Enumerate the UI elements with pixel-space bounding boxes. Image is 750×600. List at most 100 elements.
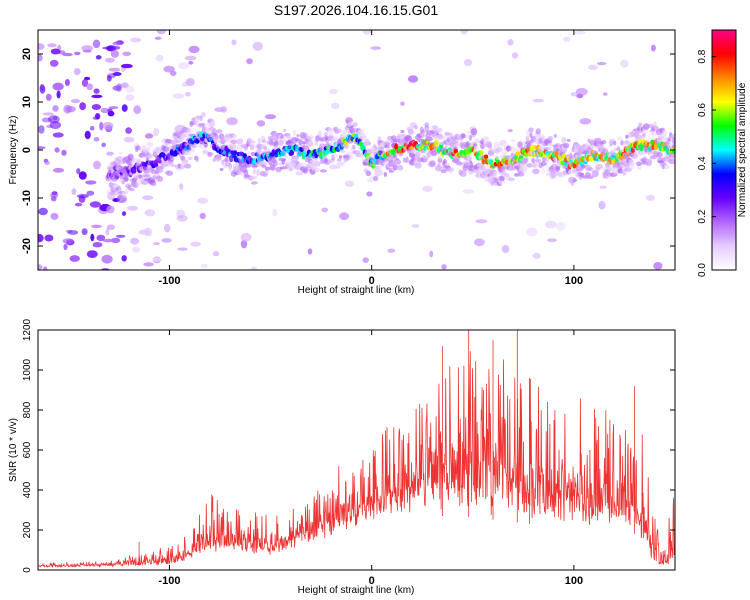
spectrogram-cell xyxy=(190,241,201,247)
spectrogram-cell xyxy=(157,165,165,170)
spectrogram-cell xyxy=(499,139,507,147)
spectrogram-cell xyxy=(330,102,340,109)
spectrogram-cell xyxy=(52,105,59,112)
spectrogram-cell xyxy=(631,130,635,138)
spectrogram-cell xyxy=(110,237,121,243)
spectrogram-cell xyxy=(593,160,600,164)
spectrogram-cell xyxy=(323,132,329,136)
spectrogram-cell xyxy=(177,163,181,169)
spectrogram-cell xyxy=(473,145,480,153)
spectrogram-cell xyxy=(107,189,111,197)
spectrogram-cell xyxy=(62,238,74,245)
spectrogram-cell xyxy=(595,163,603,170)
spectrogram-cell xyxy=(197,197,209,204)
colorbar-tick-label: 0.2 xyxy=(697,209,708,223)
spectrogram-cell xyxy=(671,144,675,149)
spectrogram-cell xyxy=(642,123,650,130)
spectrogram-cell xyxy=(52,82,64,91)
spectrogram-cell xyxy=(664,164,670,169)
spectrogram-cell xyxy=(112,46,121,50)
spectrogram-cell xyxy=(130,237,140,245)
spectrogram-cell xyxy=(86,190,95,196)
spectrogram-cell xyxy=(89,126,95,131)
spectrogram-cell xyxy=(178,62,190,70)
spectrogram-cell xyxy=(78,171,87,180)
spectrogram-cell xyxy=(156,30,167,35)
spectrogram-cell xyxy=(74,202,83,207)
spectrogram-cell xyxy=(314,167,321,173)
spectrogram-cell xyxy=(396,164,404,171)
spectrogram-cell xyxy=(169,70,177,76)
spectrogram-cell xyxy=(104,57,115,63)
spectrogram-cell xyxy=(360,135,368,140)
spectrogram-cell xyxy=(379,170,384,176)
spectrogram-cell xyxy=(642,156,648,162)
spectrogram-cell xyxy=(149,153,154,158)
spectrogram-cell xyxy=(645,194,656,201)
spectrogram-cell xyxy=(613,140,617,146)
spectrogram-cell xyxy=(370,46,382,50)
spectrogram-cell xyxy=(482,136,490,142)
spectrogram-cell xyxy=(470,161,474,169)
spectrogram-cell xyxy=(100,107,110,114)
spectrogram-cell xyxy=(463,59,473,66)
spectrogram-cell xyxy=(102,46,114,50)
spectrogram-cell xyxy=(153,127,160,137)
spectrogram-cell xyxy=(135,181,141,186)
spectrogram-cell xyxy=(650,44,656,52)
spectrogram-cell xyxy=(603,92,608,96)
y-tick-label: 400 xyxy=(22,481,33,498)
spectrogram-cell xyxy=(652,121,657,128)
spectrogram-cell xyxy=(264,170,269,177)
spectrogram-cell xyxy=(572,178,578,183)
spectrogram-cell xyxy=(150,182,157,187)
spectrogram-cell xyxy=(384,142,391,146)
spectrogram-cell xyxy=(601,140,607,145)
spectrogram-cell xyxy=(620,140,624,146)
spectrogram-cell xyxy=(492,172,497,177)
spectrogram-cell xyxy=(620,59,629,68)
spectrogram-cell xyxy=(524,157,529,162)
spectrogram-cell xyxy=(428,135,433,142)
spectrogram-cell xyxy=(493,141,501,148)
spectrogram-cell xyxy=(400,129,405,134)
spectrogram-cell xyxy=(422,185,433,192)
spectrogram-cell xyxy=(332,165,337,169)
spectrogram-cell xyxy=(125,94,135,101)
spectrogram-cell xyxy=(194,119,201,126)
spectrogram-cell xyxy=(177,137,186,143)
y-tick-label: 1000 xyxy=(22,358,33,381)
spectrogram-cell xyxy=(515,151,520,157)
spectrogram-cell xyxy=(450,167,455,172)
spectrogram-cell xyxy=(248,140,256,144)
spectrogram-cell xyxy=(184,55,197,61)
spectrogram-cell xyxy=(392,164,398,171)
spectrogram-cell xyxy=(201,112,206,118)
spectrogram-cell xyxy=(92,242,103,248)
spectrogram-cell xyxy=(112,41,121,46)
spectrogram-cells xyxy=(38,30,675,270)
spectrogram-cell xyxy=(434,165,443,172)
spectrogram-cell xyxy=(444,144,448,150)
spectrogram-cell xyxy=(362,30,372,35)
spectrogram-cell xyxy=(184,163,192,169)
spectrogram-cell xyxy=(437,127,443,133)
spectrogram-cell xyxy=(188,45,200,54)
x-tick-label: -100 xyxy=(158,575,180,587)
spectrogram-cell xyxy=(336,158,342,162)
spectrogram-cell xyxy=(625,134,629,139)
spectrogram-cell xyxy=(79,102,86,111)
spectrogram-cell xyxy=(307,140,314,147)
spectrogram-cell xyxy=(105,228,110,236)
spectrogram-cell xyxy=(130,37,142,43)
y-tick-label: 20 xyxy=(21,48,33,60)
spectrogram-cell xyxy=(264,166,271,171)
spectrogram-cell xyxy=(511,148,517,155)
spectrogram-cell xyxy=(89,201,101,208)
spectrogram-cell xyxy=(470,128,478,136)
spectrogram-cell xyxy=(102,122,114,130)
spectrogram-cell xyxy=(309,162,316,166)
spectrogram-cell xyxy=(637,148,646,156)
spectrogram-cell xyxy=(532,252,541,259)
spectrogram-xlabel: Height of straight line (km) xyxy=(298,285,415,296)
